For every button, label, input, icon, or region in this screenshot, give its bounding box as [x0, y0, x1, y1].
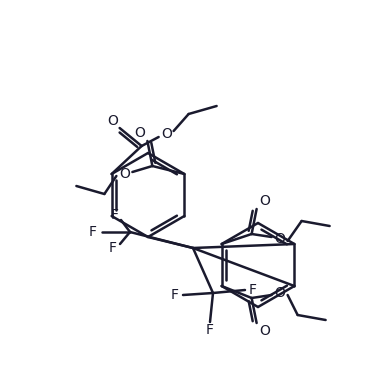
Text: O: O [107, 114, 118, 128]
Text: O: O [259, 194, 270, 208]
Text: O: O [134, 126, 145, 140]
Text: O: O [259, 324, 270, 338]
Text: F: F [89, 225, 97, 239]
Text: F: F [171, 288, 179, 302]
Text: O: O [274, 232, 285, 246]
Text: F: F [249, 283, 257, 297]
Text: F: F [109, 241, 117, 255]
Text: O: O [119, 167, 130, 181]
Text: O: O [274, 286, 285, 300]
Text: F: F [111, 208, 119, 222]
Text: F: F [206, 323, 214, 337]
Text: O: O [161, 127, 172, 141]
